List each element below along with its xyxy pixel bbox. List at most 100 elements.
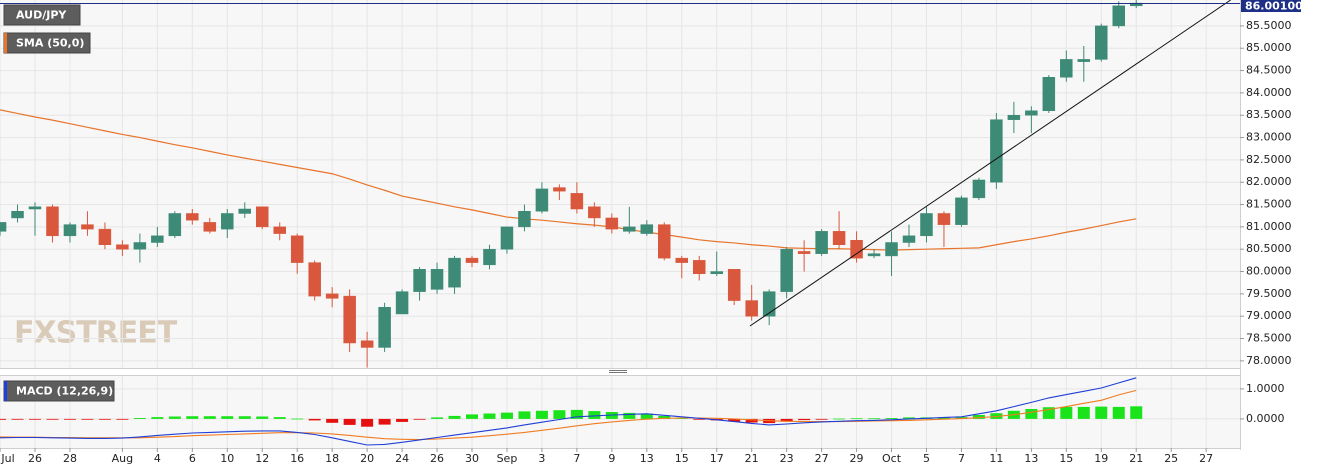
x-tick-label: 13 xyxy=(1024,452,1038,465)
histogram-bar xyxy=(81,418,94,420)
histogram-bar xyxy=(29,418,41,420)
y-tick-label: 84.0000 xyxy=(1246,86,1292,99)
candle-body xyxy=(605,217,619,230)
price-panel-bg xyxy=(0,0,1240,368)
candle-body xyxy=(518,210,531,228)
histogram-bar xyxy=(343,418,356,425)
candle-body xyxy=(727,269,741,301)
y-tick-label: 1.0000 xyxy=(1246,382,1285,395)
last-price-tag xyxy=(1241,0,1301,12)
x-tick-label: 27 xyxy=(815,452,829,465)
x-tick-label: 4 xyxy=(154,452,161,465)
candle-body xyxy=(850,240,863,259)
x-tick-label: 26 xyxy=(430,452,444,465)
candle-body xyxy=(955,197,968,225)
candle-body xyxy=(28,206,42,210)
histogram-bar xyxy=(937,417,950,419)
last-price-label: 86.00100 xyxy=(1245,0,1303,13)
candle-body xyxy=(675,257,689,263)
x-tick-label: 17 xyxy=(710,452,724,465)
histogram-bar xyxy=(535,410,548,419)
candle-body xyxy=(1077,59,1091,62)
y-tick-label: 0.0000 xyxy=(1246,412,1285,425)
x-tick-label: 26 xyxy=(28,452,42,465)
x-tick-label: 6 xyxy=(189,452,196,465)
histogram-bar xyxy=(256,416,269,419)
candle-body xyxy=(762,291,776,317)
histogram-bar xyxy=(640,413,653,419)
histogram-bar xyxy=(11,418,24,420)
candle-body xyxy=(990,119,1003,183)
candle-body xyxy=(658,224,671,259)
x-tick-label: 18 xyxy=(325,452,339,465)
candle-body xyxy=(692,260,706,275)
labels: 78.0000 78.5000 79.0000 79.5000 80.0000 80.50… xyxy=(0,0,1303,465)
candle-body xyxy=(465,257,479,263)
histogram-bar xyxy=(396,418,409,422)
candle-body xyxy=(360,340,374,348)
histogram-bar xyxy=(238,416,251,419)
candle-body xyxy=(815,231,828,254)
histogram-bar xyxy=(151,417,164,419)
candle-body xyxy=(570,193,584,210)
histogram-bar xyxy=(693,418,706,420)
x-tick-label: 13 xyxy=(640,452,654,465)
candle-body xyxy=(1112,5,1126,27)
histogram-bar xyxy=(815,418,828,420)
candle-body xyxy=(325,293,339,299)
candle-body xyxy=(221,213,234,230)
y-tick-label: 83.5000 xyxy=(1246,108,1292,121)
candle-body xyxy=(588,206,601,219)
histogram-bar xyxy=(745,418,758,423)
candle-body xyxy=(710,271,723,275)
x-tick-label: 12 xyxy=(255,452,269,465)
histogram-bar xyxy=(868,418,881,420)
candle-body xyxy=(0,222,7,232)
histogram-bar xyxy=(780,418,793,422)
candle-body xyxy=(46,206,59,237)
y-tick-label: 79.0000 xyxy=(1246,309,1292,322)
histogram-bar xyxy=(448,415,461,419)
histogram-bar xyxy=(0,418,7,420)
candle-body xyxy=(255,206,269,228)
marks xyxy=(0,0,1240,446)
resize-handle[interactable] xyxy=(609,370,627,373)
candle-body xyxy=(1025,110,1038,116)
legend-label: SMA (50,0) xyxy=(16,37,84,50)
trend-line xyxy=(749,0,1231,327)
legend-box xyxy=(3,4,81,26)
y-tick-label: 78.0000 xyxy=(1246,354,1292,367)
x-tick-label: 27 xyxy=(1199,452,1213,465)
histogram-bar xyxy=(483,413,496,419)
x-tick-label: 10 xyxy=(220,452,234,465)
candle-body xyxy=(168,213,182,237)
x-tick-label: 7 xyxy=(573,452,580,465)
y-tick-label: 78.5000 xyxy=(1246,332,1292,345)
candle-body xyxy=(920,213,933,237)
histogram-bar xyxy=(570,409,583,419)
histogram-bar xyxy=(1060,406,1073,419)
candle-body xyxy=(186,213,199,221)
histogram-bar xyxy=(1130,406,1143,419)
histogram-bar xyxy=(728,418,741,422)
x-tick-label: 3 xyxy=(538,452,545,465)
candle-body xyxy=(500,226,514,250)
y-tick-label: 85.0000 xyxy=(1246,41,1292,54)
x-tick-label: 25 xyxy=(1164,452,1178,465)
y-tick-label: 81.0000 xyxy=(1246,220,1292,233)
histogram-bar xyxy=(850,418,863,420)
x-tick-label: 9 xyxy=(608,452,615,465)
candle-body xyxy=(290,235,304,263)
x-tick-label: 21 xyxy=(745,452,759,465)
x-tick-label: Oct xyxy=(882,452,902,465)
histogram-bar xyxy=(1042,407,1055,419)
grid: FXSTREET xyxy=(0,0,1244,452)
histogram-bar xyxy=(798,418,811,421)
histogram-bar xyxy=(308,418,321,421)
x-tick-label: Sep xyxy=(497,452,518,465)
legend-swatch xyxy=(4,33,7,53)
candle-body xyxy=(885,242,898,257)
candle-body xyxy=(1042,77,1056,112)
y-tick-label: 81.5000 xyxy=(1246,198,1292,211)
